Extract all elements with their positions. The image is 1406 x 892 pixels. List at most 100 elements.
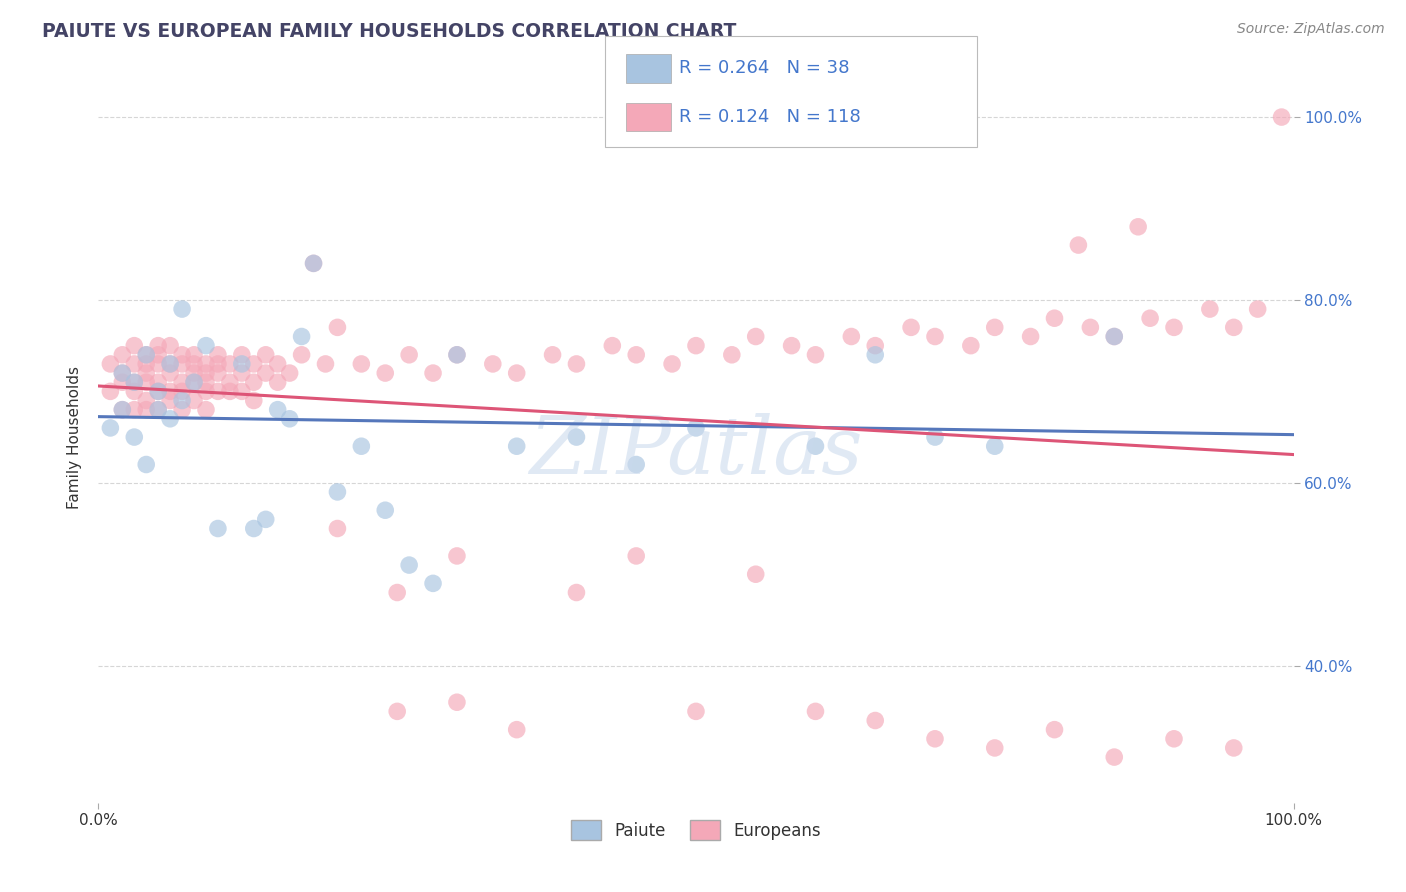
Point	[661, 357, 683, 371]
Point	[195, 384, 218, 399]
Point	[291, 348, 314, 362]
Point	[148, 402, 170, 417]
Point	[541, 348, 564, 362]
Point	[159, 339, 181, 353]
Point	[254, 366, 277, 380]
Text: PAIUTE VS EUROPEAN FAMILY HOUSEHOLDS CORRELATION CHART: PAIUTE VS EUROPEAN FAMILY HOUSEHOLDS COR…	[42, 22, 737, 41]
Point	[195, 339, 218, 353]
Point	[98, 357, 122, 371]
Point	[219, 376, 242, 390]
Point	[804, 439, 827, 453]
Point	[195, 402, 218, 417]
Point	[148, 384, 170, 399]
Point	[1080, 320, 1102, 334]
Point	[865, 348, 887, 362]
Point	[111, 348, 134, 362]
Point	[159, 411, 181, 425]
Point	[865, 339, 887, 353]
Point	[124, 430, 146, 444]
Point	[267, 376, 290, 390]
Point	[172, 357, 194, 371]
Point	[315, 357, 337, 371]
Point	[243, 393, 266, 408]
Point	[267, 357, 290, 371]
Legend: Paiute, Europeans: Paiute, Europeans	[564, 814, 828, 847]
Point	[148, 384, 170, 399]
Point	[254, 512, 277, 526]
Point	[231, 366, 253, 380]
Point	[219, 357, 242, 371]
Point	[1223, 740, 1246, 755]
Point	[98, 421, 122, 435]
Point	[602, 339, 624, 353]
Text: ZIPatlas: ZIPatlas	[529, 413, 863, 491]
Point	[780, 339, 803, 353]
Point	[1067, 238, 1090, 252]
Point	[865, 714, 887, 728]
Point	[135, 366, 157, 380]
Point	[172, 301, 194, 317]
Point	[148, 402, 170, 417]
Point	[446, 348, 468, 362]
Point	[243, 376, 266, 390]
Point	[565, 585, 588, 599]
Point	[111, 376, 134, 390]
Point	[124, 339, 146, 353]
Point	[326, 521, 349, 535]
Point	[1247, 301, 1270, 317]
Point	[207, 357, 229, 371]
Point	[135, 348, 157, 362]
Point	[924, 731, 946, 746]
Point	[124, 376, 146, 390]
Point	[565, 357, 588, 371]
Point	[148, 376, 170, 390]
Point	[159, 357, 181, 371]
Point	[195, 376, 218, 390]
Point	[374, 366, 396, 380]
Point	[422, 576, 444, 591]
Point	[1104, 329, 1126, 343]
Point	[984, 439, 1007, 453]
Point	[302, 256, 325, 270]
Point	[111, 366, 134, 380]
Point	[172, 376, 194, 390]
Point	[124, 357, 146, 371]
Point	[984, 740, 1007, 755]
Point	[207, 366, 229, 380]
Point	[1019, 329, 1042, 343]
Point	[135, 402, 157, 417]
Point	[960, 339, 983, 353]
Point	[506, 439, 529, 453]
Point	[385, 705, 409, 719]
Point	[291, 329, 314, 343]
Point	[900, 320, 922, 334]
Point	[446, 549, 468, 563]
Point	[135, 348, 157, 362]
Point	[231, 357, 253, 371]
Text: R = 0.264   N = 38: R = 0.264 N = 38	[679, 60, 849, 78]
Point	[721, 348, 744, 362]
Point	[124, 402, 146, 417]
Point	[172, 402, 194, 417]
Point	[804, 705, 827, 719]
Point	[219, 384, 242, 399]
Point	[685, 339, 707, 353]
Point	[148, 339, 170, 353]
Point	[626, 348, 648, 362]
Point	[278, 411, 301, 425]
Text: Source: ZipAtlas.com: Source: ZipAtlas.com	[1237, 22, 1385, 37]
Point	[1223, 320, 1246, 334]
Point	[124, 376, 146, 390]
Point	[326, 320, 349, 334]
Point	[231, 348, 253, 362]
Point	[183, 376, 205, 390]
Point	[183, 393, 205, 408]
Point	[446, 348, 468, 362]
Point	[267, 402, 290, 417]
Point	[398, 558, 420, 573]
Point	[98, 384, 122, 399]
Point	[1163, 320, 1185, 334]
Point	[446, 695, 468, 709]
Point	[172, 348, 194, 362]
Point	[1043, 723, 1066, 737]
